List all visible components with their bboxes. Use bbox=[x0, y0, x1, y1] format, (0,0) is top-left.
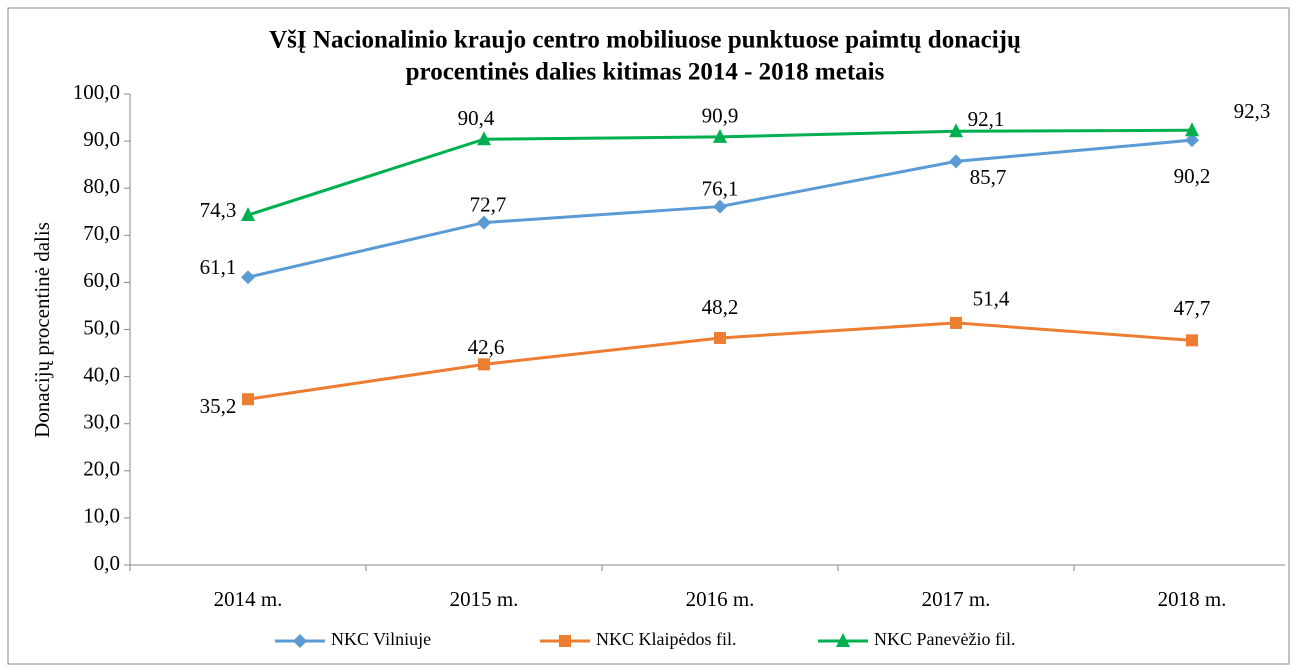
data-label: 92,1 bbox=[968, 107, 1005, 131]
y-tick-label: 0,0 bbox=[94, 551, 120, 575]
data-label: 35,2 bbox=[200, 394, 237, 418]
marker bbox=[242, 393, 254, 406]
x-tick-label: 2015 m. bbox=[450, 587, 519, 611]
data-label: 74,3 bbox=[200, 198, 237, 222]
chart-title: procentinės dalies kitimas 2014 - 2018 m… bbox=[406, 59, 885, 86]
data-label: 61,1 bbox=[200, 255, 237, 279]
chart-border bbox=[7, 7, 1290, 665]
x-tick-label: 2017 m. bbox=[922, 587, 991, 611]
legend-label: NKC Panevėžio fil. bbox=[874, 629, 1015, 649]
marker bbox=[950, 316, 962, 329]
data-label: 72,7 bbox=[470, 192, 507, 216]
data-label: 42,6 bbox=[468, 335, 505, 359]
y-tick-label: 10,0 bbox=[83, 504, 120, 528]
data-label: 47,7 bbox=[1174, 296, 1211, 320]
y-tick-label: 30,0 bbox=[83, 410, 120, 434]
x-tick-label: 2016 m. bbox=[686, 587, 755, 611]
data-label: 51,4 bbox=[973, 287, 1010, 311]
y-tick-label: 20,0 bbox=[83, 457, 120, 481]
marker bbox=[241, 207, 255, 222]
marker bbox=[714, 331, 726, 344]
data-label: 48,2 bbox=[702, 295, 739, 319]
marker bbox=[713, 128, 727, 143]
y-tick-label: 80,0 bbox=[83, 174, 120, 198]
marker bbox=[1185, 133, 1199, 148]
data-label: 92,3 bbox=[1234, 99, 1271, 123]
marker bbox=[949, 154, 963, 169]
marker bbox=[477, 131, 491, 146]
y-tick-label: 60,0 bbox=[83, 268, 120, 292]
y-tick-label: 70,0 bbox=[83, 221, 120, 245]
marker bbox=[1185, 122, 1199, 137]
data-label: 90,9 bbox=[702, 104, 739, 128]
marker bbox=[949, 123, 963, 138]
y-tick-label: 90,0 bbox=[83, 127, 120, 151]
marker bbox=[478, 358, 490, 371]
y-axis-label: Donacijų procentinė dalis bbox=[30, 222, 54, 438]
legend-marker bbox=[559, 635, 571, 647]
x-tick-label: 2014 m. bbox=[214, 587, 283, 611]
y-tick-label: 50,0 bbox=[83, 315, 120, 339]
data-label: 85,7 bbox=[970, 165, 1007, 189]
x-tick-label: 2018 m. bbox=[1158, 587, 1227, 611]
marker bbox=[1186, 334, 1198, 347]
legend-marker bbox=[836, 633, 850, 647]
chart-title: VšĮ Nacionalinio kraujo centro mobiliuos… bbox=[269, 27, 1021, 54]
legend-label: NKC Klaipėdos fil. bbox=[596, 629, 736, 649]
data-label: 90,2 bbox=[1174, 164, 1211, 188]
data-label: 76,1 bbox=[702, 176, 739, 200]
marker bbox=[713, 199, 727, 214]
marker bbox=[477, 215, 491, 230]
data-label: 90,4 bbox=[458, 106, 495, 130]
legend-marker bbox=[293, 634, 307, 648]
marker bbox=[241, 270, 255, 285]
legend-label: NKC Vilniuje bbox=[331, 629, 431, 649]
y-tick-label: 100,0 bbox=[73, 80, 120, 104]
y-tick-label: 40,0 bbox=[83, 362, 120, 386]
